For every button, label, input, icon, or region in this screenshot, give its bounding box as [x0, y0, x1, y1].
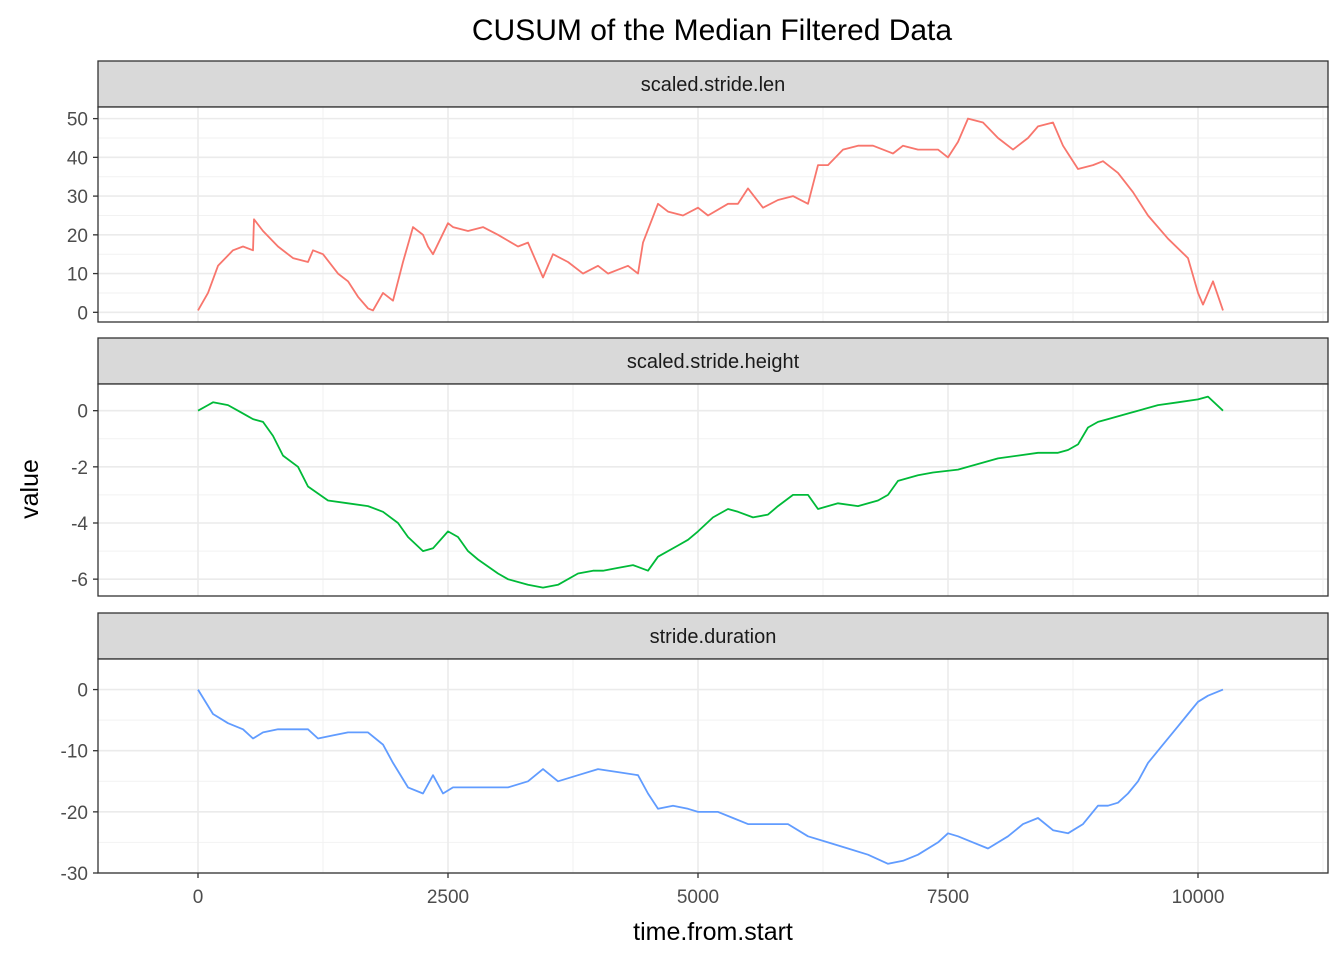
x-tick-label: 5000	[677, 887, 719, 908]
facet-strip-label: scaled.stride.len	[641, 74, 786, 96]
x-tick-label: 7500	[927, 887, 969, 908]
panel-border	[97, 106, 1329, 323]
facet-scaled-stride-height: scaled.stride.height 0 -2 -4 -6	[71, 337, 1329, 597]
x-axis: 0 2500 5000 7500 10000	[193, 873, 1225, 908]
y-tick-label: 0	[77, 681, 88, 702]
y-tick-label: 40	[67, 148, 88, 169]
facet-strip-label: stride.duration	[650, 626, 777, 648]
panel-border	[97, 658, 1329, 874]
x-tick-label: 2500	[427, 887, 469, 908]
facet-stride-duration: stride.duration 0 -10 -20 -30	[61, 612, 1329, 885]
y-tick-label: -10	[61, 742, 88, 763]
facet-panels: scaled.stride.len01020304050scaled.strid…	[61, 60, 1329, 885]
y-tick-label: 0	[77, 402, 88, 423]
series-line-scaled-stride-len	[197, 117, 1224, 312]
facet-strip-label: scaled.stride.height	[627, 351, 800, 373]
y-tick-label: -20	[61, 803, 88, 824]
panel-background	[98, 107, 1328, 322]
facet-scaled-stride-len: scaled.stride.len 0 10 20 30 40 50	[67, 60, 1329, 324]
panel-border	[97, 383, 1329, 597]
facet-strip	[97, 612, 1329, 660]
y-tick-label: 20	[67, 226, 88, 247]
facet-strip	[97, 60, 1329, 108]
y-tick-label: 0	[77, 303, 88, 324]
series-line-scaled-stride-height	[197, 395, 1224, 589]
y-tick-label: -6	[71, 570, 88, 591]
chart-title: CUSUM of the Median Filtered Data	[472, 14, 953, 47]
panel-background	[98, 659, 1328, 873]
y-tick-label: 50	[67, 110, 88, 131]
y-tick-label: 30	[67, 187, 88, 208]
x-axis-title: time.from.start	[633, 918, 793, 946]
y-tick-label: 10	[67, 265, 88, 286]
series-line-stride-duration	[197, 688, 1224, 865]
y-tick-label: -30	[61, 864, 88, 885]
x-tick-label: 10000	[1172, 887, 1225, 908]
y-tick-label: -2	[71, 458, 88, 479]
panel-background	[98, 384, 1328, 596]
y-axis-title: value	[16, 459, 44, 519]
x-tick-label: 0	[193, 887, 204, 908]
y-tick-label: -4	[71, 514, 88, 535]
